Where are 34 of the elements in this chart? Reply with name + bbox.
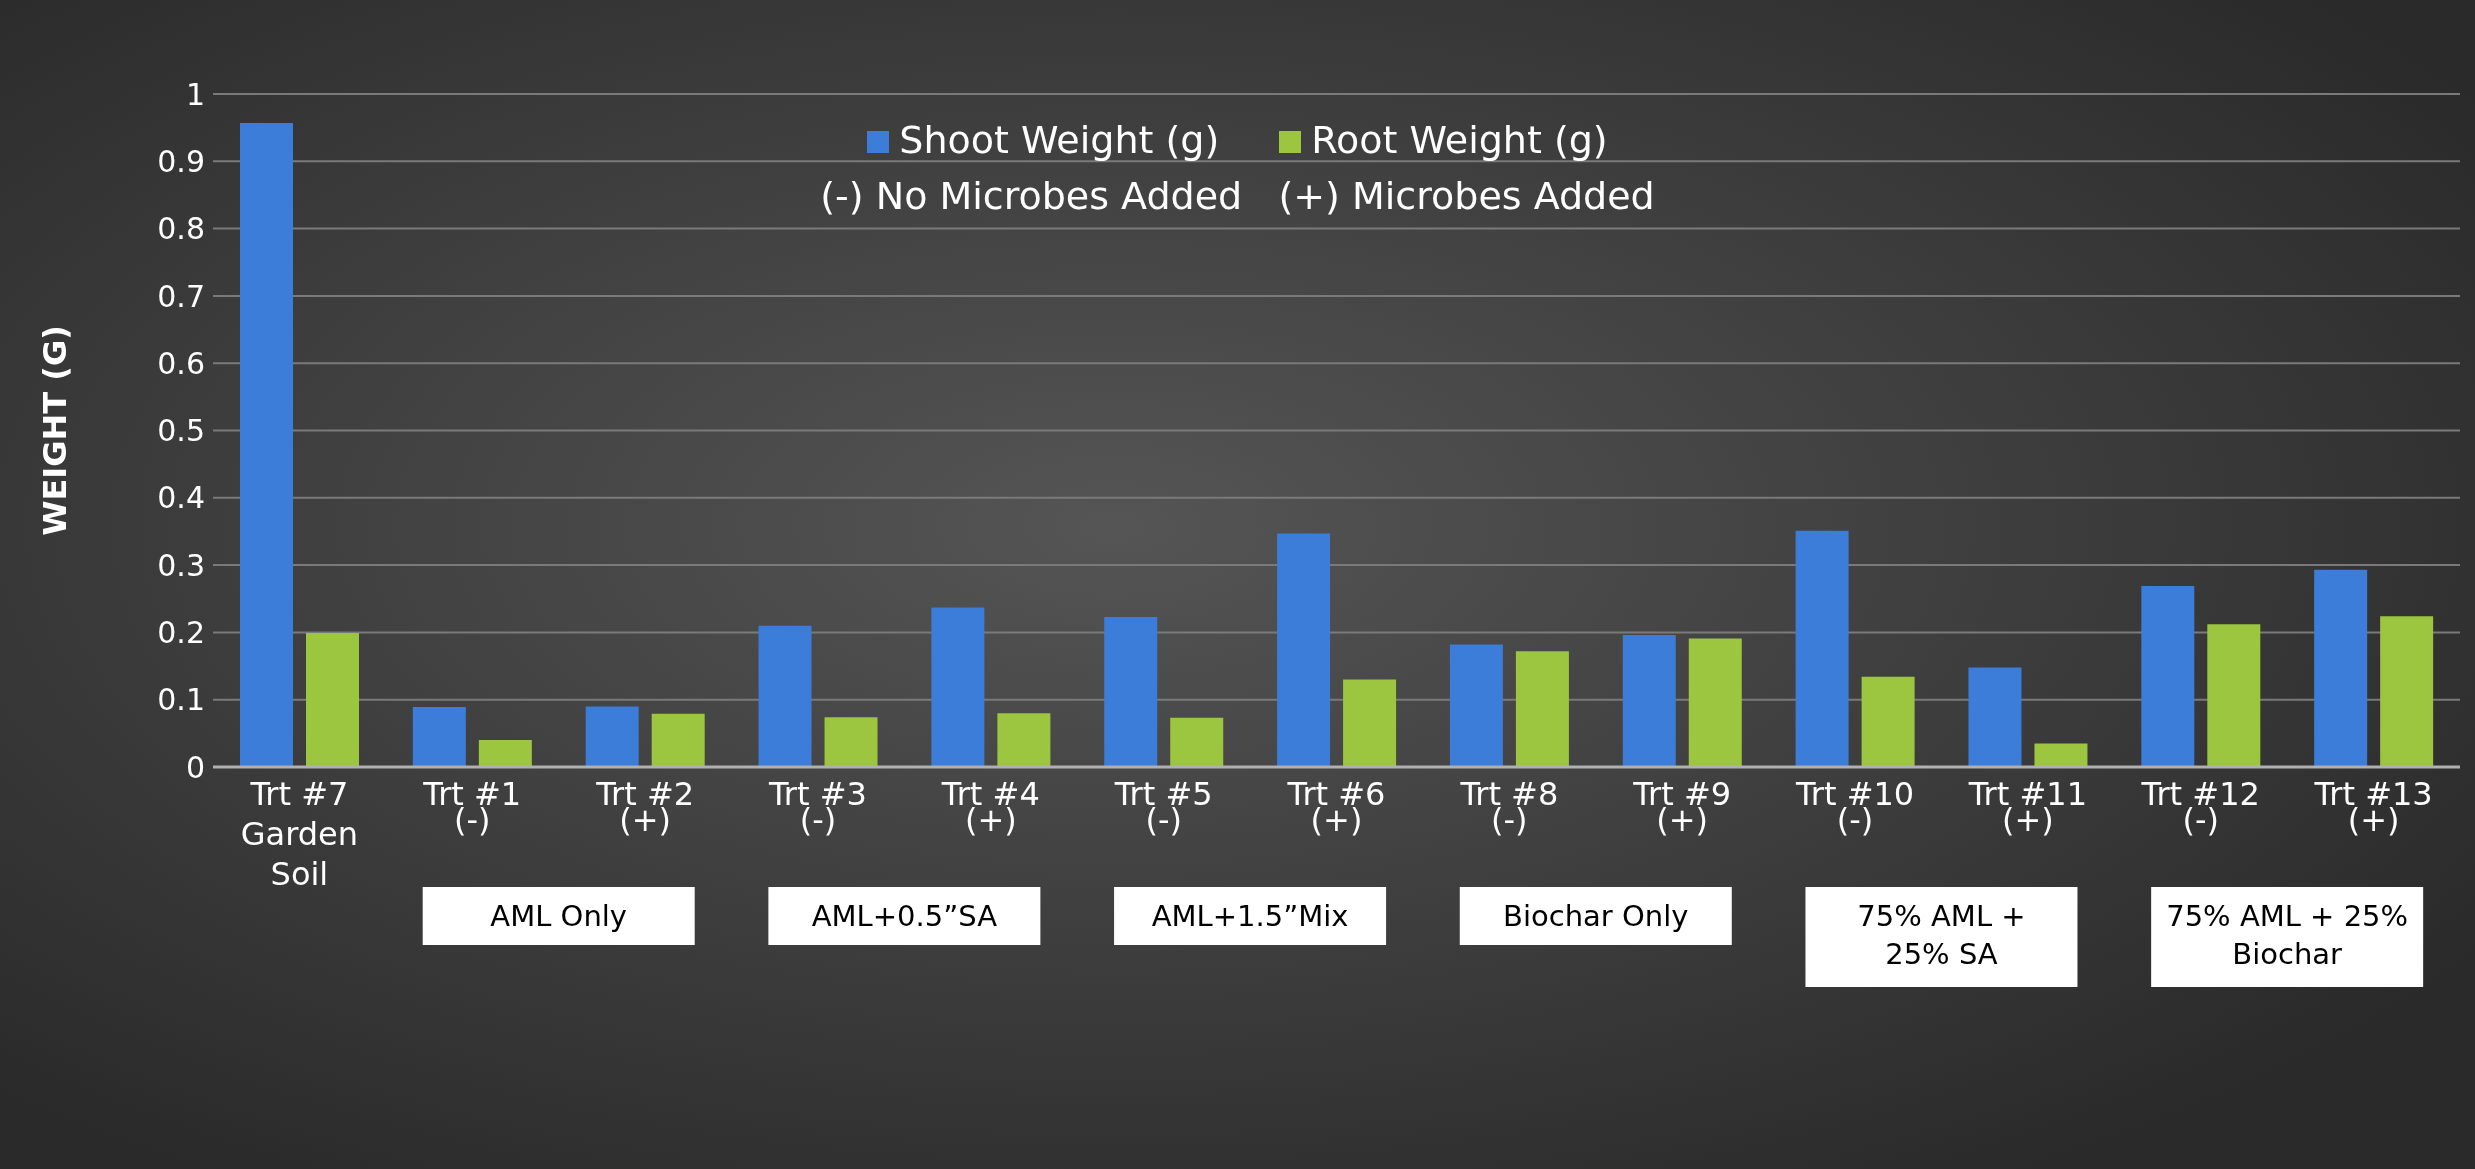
y-tick-label: 0.9	[157, 143, 205, 179]
x-tick-label: Trt #10 (-)	[1794, 775, 1915, 839]
text: AML+1.5”Mix	[1151, 899, 1349, 933]
x-tick-label: Trt #8 (-)	[1459, 775, 1559, 839]
x-tick-label: Trt #3 (-)	[768, 775, 867, 839]
x-tick-label: Trt #7 Garden Soil	[240, 775, 359, 893]
legend-label: Shoot Weight (g)	[898, 118, 1220, 162]
x-tick-label: Trt #9 (+)	[1632, 775, 1732, 839]
y-tick-label: 0.5	[157, 413, 205, 449]
y-tick-label: 0.8	[157, 211, 205, 247]
annotation: (-) No Microbes Added (+) Microbes Added	[820, 174, 1655, 218]
x-tick-label: Trt #1 (-)	[422, 775, 522, 839]
x-tick-label: Trt #2 (+)	[595, 775, 695, 839]
y-tick-label: 0.1	[157, 682, 205, 718]
y-tick-label: 1	[185, 76, 205, 112]
text: 75% AML + 25% SA	[1857, 899, 2026, 971]
x-tick-label: Trt #6 (+)	[1286, 775, 1386, 839]
y-tick-label: 0.4	[157, 480, 205, 516]
y-tick-label: 0.2	[157, 615, 205, 651]
text: Biochar Only	[1503, 899, 1689, 933]
text: AML Only	[490, 899, 628, 933]
x-tick-label: Trt #5 (-)	[1113, 775, 1213, 839]
x-tick-label: Trt #11 (+)	[1967, 775, 2088, 839]
x-tick-label: Trt #13 (+)	[2313, 775, 2433, 839]
legend-label: Root Weight (g)	[1310, 118, 1608, 162]
y-tick-label: 0.6	[157, 345, 205, 381]
text: 75% AML + 25% Biochar	[2166, 899, 2409, 971]
text: AML+0.5”SA	[811, 899, 998, 933]
y-tick-label: 0	[185, 749, 205, 785]
x-tick-label: Trt #12 (-)	[2140, 775, 2260, 839]
y-tick-label: 0.3	[157, 547, 205, 583]
y-tick-label: 0.7	[157, 278, 205, 314]
y-axis-title: WEIGHT (G)	[36, 325, 75, 536]
x-tick-label: Trt #4 (+)	[940, 775, 1040, 839]
